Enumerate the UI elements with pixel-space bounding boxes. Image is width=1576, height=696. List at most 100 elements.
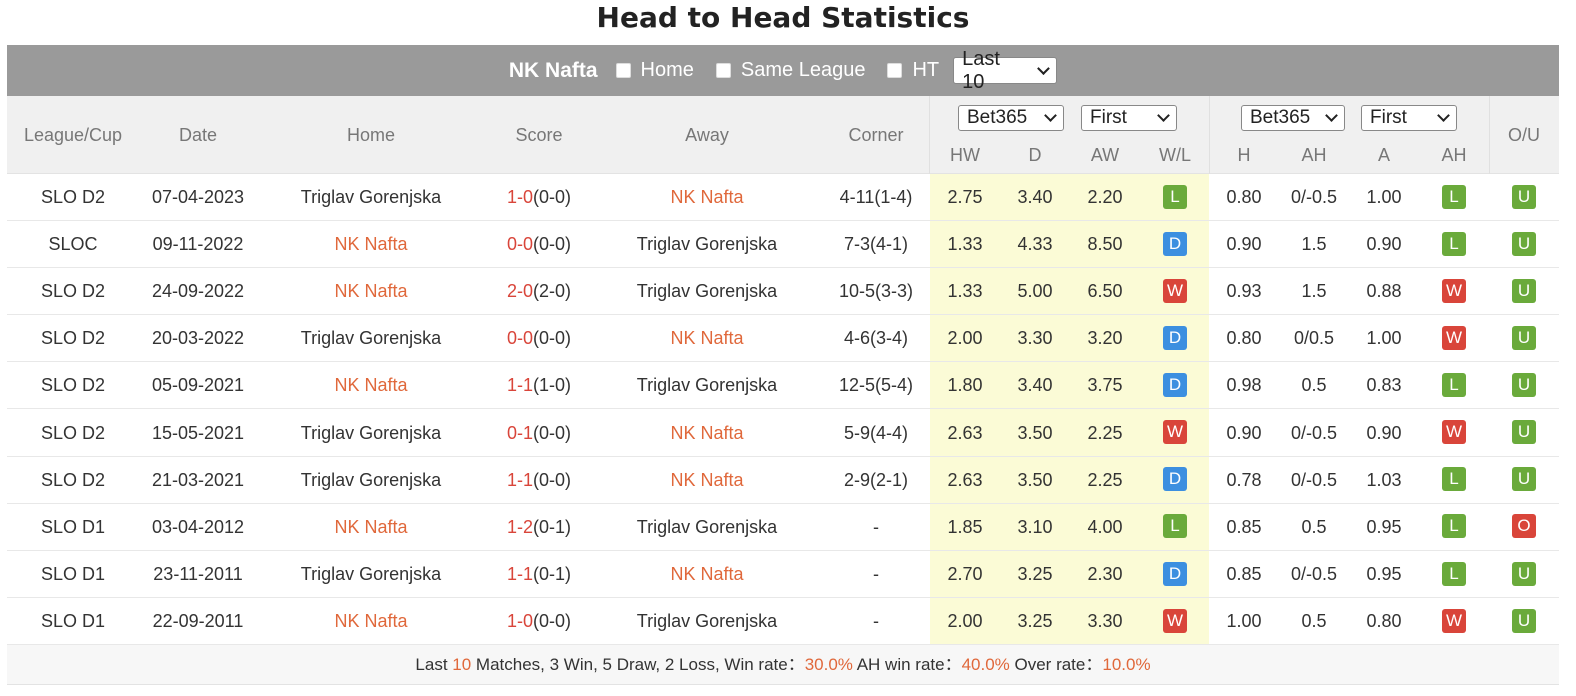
full-time-score[interactable]: 0-1 [506,422,533,443]
corner-cell: 4-11(1-4) [839,187,913,207]
ht-filter[interactable]: HT [887,59,939,82]
ht-checkbox[interactable] [887,63,903,78]
score-cell[interactable]: 1-2(0-1) [485,504,593,551]
full-time-score[interactable]: 1-1 [506,469,533,490]
odds-type-select-1[interactable]: First [1081,105,1177,131]
full-time-score[interactable]: 1-0 [506,187,533,207]
score-cell[interactable]: 1-1(0-1) [485,551,593,598]
result-badge: L [1442,231,1466,256]
ou-result-cell: U [1489,457,1559,504]
full-time-score[interactable]: 1-1 [506,375,533,396]
summary-text: Matches, 3 Win, 5 Draw, 2 Loss, Win rate… [471,655,805,674]
result-badge: U [1512,326,1536,351]
range-select[interactable]: Last 10 [953,48,1058,93]
chevron-down-icon [1037,61,1051,75]
wl-result-cell: D [1140,457,1210,504]
full-time-score[interactable]: 0-0 [506,328,533,349]
home-team-cell[interactable]: NK Nafta [334,610,408,631]
score-cell[interactable]: 1-0(0-0) [485,598,593,645]
full-time-score[interactable]: 1-0 [506,610,533,631]
corner-cell: 10-5(3-3) [838,281,914,302]
half-time-score: (0-0) [533,328,572,349]
home-team-cell[interactable]: Triglav Gorenjska [300,328,442,349]
wl-result-cell: D [1140,551,1210,598]
ah-line-cell: 1.5 [1301,234,1327,255]
home-filter[interactable]: Home [615,59,694,82]
away-team-cell[interactable]: Triglav Gorenjska [636,516,778,537]
header-date: Date [178,125,218,145]
score-cell[interactable]: 2-0(2-0) [485,268,593,315]
score-cell[interactable]: 1-1(0-0) [485,457,593,504]
result-badge: W [1442,420,1466,445]
odds-bookmaker-select-1[interactable]: Bet365 [958,105,1064,131]
ou-result-cell: U [1489,221,1559,268]
corner-cell: 4-6(3-4) [843,328,909,349]
home-team-cell[interactable]: Triglav Gorenjska [300,422,442,443]
odds-type-select-2-value: First [1370,107,1407,128]
odds-hw-cell: 1.33 [947,281,983,302]
odds-type-select-2[interactable]: First [1361,105,1457,131]
ah-a-cell: 1.03 [1366,469,1402,490]
result-badge: L [1442,561,1466,586]
home-checkbox[interactable] [615,63,631,78]
away-team-cell[interactable]: Triglav Gorenjska [636,281,778,302]
score-cell[interactable]: 0-1(0-0) [485,410,593,457]
score-cell[interactable]: 1-0(0-0) [485,174,593,221]
result-badge: O [1512,514,1536,539]
home-team-cell[interactable]: Triglav Gorenjska [300,187,442,207]
header-ou: O/U [1507,125,1540,145]
ah-line-cell: 0/-0.5 [1290,187,1338,207]
table-row: SLO D2 24-09-2022 NK Nafta 2-0(2-0) Triglav … [7,268,1559,316]
home-team-cell[interactable]: NK Nafta [334,375,408,396]
ou-result-cell: U [1489,551,1559,598]
result-badge: D [1163,231,1187,256]
home-team-cell[interactable]: Triglav Gorenjska [300,469,442,490]
score-cell[interactable]: 1-1(1-0) [485,362,593,409]
away-team-cell[interactable]: NK Nafta [670,422,744,443]
odds-bookmaker-select-2[interactable]: Bet365 [1241,105,1345,131]
away-team-cell[interactable]: NK Nafta [670,469,744,490]
ah-h-cell: 0.98 [1226,375,1262,396]
odds-hw-cell: 2.63 [947,469,983,490]
away-team-cell[interactable]: Triglav Gorenjska [636,375,778,396]
same-league-filter[interactable]: Same League [715,59,865,82]
table-row: SLO D2 07-04-2023 Triglav Gorenjska 1-0(0-0… [7,174,1559,221]
ah-result-cell: L [1419,551,1489,598]
full-time-score[interactable]: 1-2 [506,516,533,537]
header-score: Score [515,125,563,145]
home-team-cell[interactable]: Triglav Gorenjska [300,563,442,584]
away-team-cell[interactable]: NK Nafta [670,563,744,584]
odds-d-cell: 3.40 [1017,187,1053,207]
ht-filter-label: HT [912,59,940,81]
same-league-checkbox[interactable] [715,63,731,78]
home-team-cell[interactable]: NK Nafta [334,281,408,302]
corner-cell: - [873,610,879,631]
league-cell: SLO D2 [40,469,106,490]
wl-result-cell: D [1140,315,1210,362]
away-team-cell[interactable]: NK Nafta [670,328,744,349]
header-a: A [1377,145,1390,165]
ah-h-cell: 0.80 [1226,328,1262,349]
score-cell[interactable]: 0-0(0-0) [485,315,593,362]
home-team-cell[interactable]: NK Nafta [334,516,408,537]
date-cell: 07-04-2023 [151,187,245,207]
full-time-score[interactable]: 1-1 [506,563,533,584]
away-team-cell[interactable]: Triglav Gorenjska [636,234,778,255]
half-time-score: (0-0) [533,610,572,631]
ah-h-cell: 1.00 [1226,610,1262,631]
odds-aw-cell: 2.25 [1087,469,1123,490]
home-team-cell[interactable]: NK Nafta [334,234,408,255]
result-badge: L [1442,184,1466,209]
score-cell[interactable]: 0-0(0-0) [485,221,593,268]
full-time-score[interactable]: 0-0 [506,234,533,255]
header-wl: W/L [1158,145,1191,165]
result-badge: W [1442,326,1466,351]
away-team-cell[interactable]: NK Nafta [670,187,744,207]
odds-aw-cell: 2.25 [1087,422,1123,443]
away-team-cell[interactable]: Triglav Gorenjska [636,610,778,631]
home-filter-label: Home [640,59,694,81]
date-cell: 09-11-2022 [152,234,244,255]
full-time-score[interactable]: 2-0 [506,281,533,302]
ah-result-cell: L [1419,457,1489,504]
table-row: SLO D2 15-05-2021 Triglav Gorenjska 0-1(0-0… [7,410,1559,457]
